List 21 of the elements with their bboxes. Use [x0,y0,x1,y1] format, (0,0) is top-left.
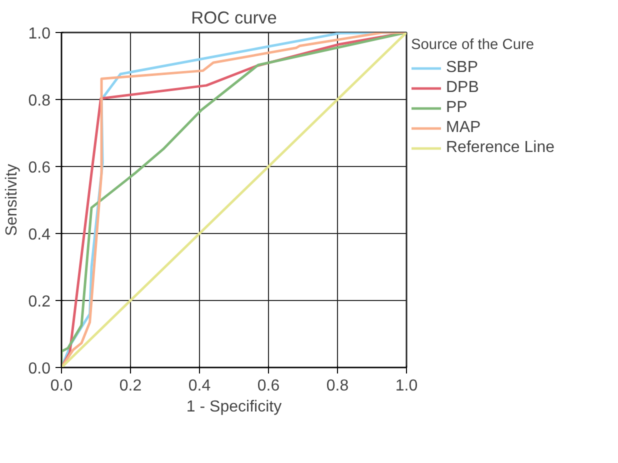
legend-label: MAP [446,119,481,137]
chart-title: ROC curve [191,8,277,28]
legend-title: Source of the Cure [411,37,536,53]
x-tick-label: 0.2 [119,378,142,394]
legend-label: Reference Line [446,139,555,157]
x-axis-title: 1 - Specificity [186,398,282,416]
y-tick-label: 0.4 [28,226,51,244]
y-tick-label: 0.6 [28,160,51,176]
x-tick-label: 0.4 [188,378,211,394]
x-tick-label: 0.6 [257,378,280,394]
x-tick-label: 0.0 [50,378,73,394]
x-tick-label: 0.8 [326,378,349,394]
x-tick-label: 1.0 [395,378,418,394]
y-tick-label: 0.2 [28,294,51,310]
legend-label: SBP [446,59,478,77]
y-axis-title: Sensitivity [3,164,20,236]
legend-label: DPB [446,79,479,97]
legend-label: PP [446,99,468,117]
y-tick-label: 0.8 [28,92,51,110]
y-tick-label: 0.0 [28,360,51,378]
y-tick-label: 1.0 [28,26,51,42]
